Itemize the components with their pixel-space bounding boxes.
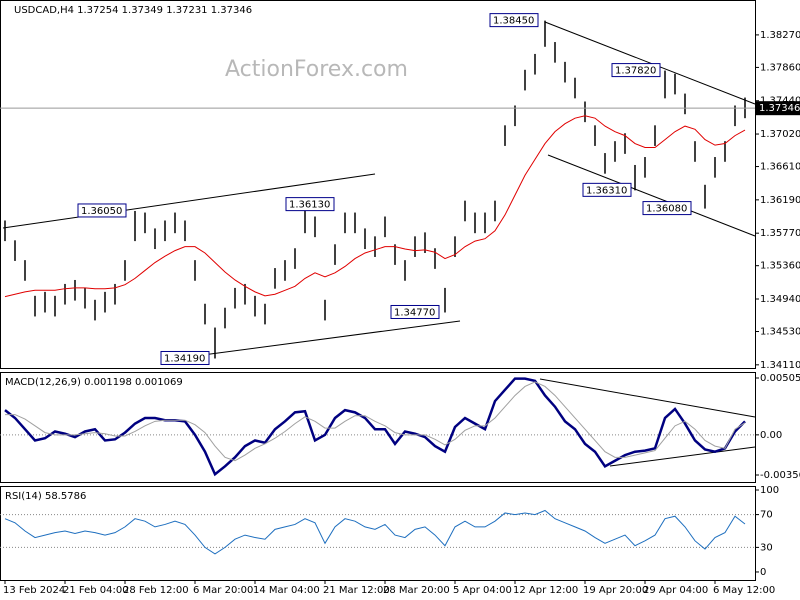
y-tick-label: -0.003569 — [760, 470, 800, 481]
x-tick-label: 12 Apr 12:00 — [513, 585, 578, 596]
y-tick-label: 1.34530 — [760, 327, 800, 338]
y-tick-label: 0.00 — [760, 430, 782, 441]
trend-line — [539, 378, 756, 418]
y-tick-label: 1.34940 — [760, 294, 800, 305]
annotation-box — [77, 203, 127, 218]
y-tick-label: 70 — [760, 510, 773, 521]
annotation-label: 1.36080 — [646, 204, 687, 215]
y-tick-label: 0.005054 — [760, 373, 800, 384]
annotation-box — [611, 63, 661, 78]
x-tick-label: 14 Mar 04:00 — [253, 585, 320, 596]
annotation-box — [642, 201, 692, 216]
x-tick-label: 29 Apr 04:00 — [643, 585, 708, 596]
annotation-box — [390, 304, 440, 319]
last-price-box — [756, 101, 800, 116]
annotation-box — [160, 350, 210, 365]
annotation-label: 1.38450 — [493, 16, 534, 27]
y-tick-label: 1.36610 — [760, 162, 800, 173]
indicator-line — [4, 509, 746, 555]
x-tick-label: 28 Feb 12:00 — [123, 585, 189, 596]
trend-line — [164, 320, 461, 361]
y-tick-label: 1.37860 — [760, 62, 800, 73]
x-tick-label: 6 May 12:00 — [713, 585, 775, 596]
x-tick-label: 21 Mar 12:00 — [323, 585, 390, 596]
y-tick-label: 1.37020 — [760, 129, 800, 140]
indicator-line — [5, 381, 746, 462]
x-tick-label: 5 Apr 04:00 — [453, 585, 512, 596]
x-tick-label: 13 Feb 2024 — [3, 585, 65, 596]
annotation-label: 1.36310 — [586, 185, 627, 196]
panel-frame — [0, 0, 756, 369]
panel-title: MACD(12,26,9) 0.001198 0.001069 — [5, 377, 183, 388]
trend-line — [547, 154, 756, 237]
y-tick-label: 1.36190 — [760, 195, 800, 206]
y-tick-label: 1.35770 — [760, 228, 800, 239]
panel-frame — [0, 372, 756, 483]
y-tick-label: 1.34110 — [760, 360, 800, 371]
y-tick-label: 0 — [760, 567, 766, 578]
panel-frame — [0, 486, 756, 581]
panel-title: USDCAD,H4 1.37254 1.37349 1.37231 1.3734… — [14, 5, 252, 16]
y-tick-label: 1.38270 — [760, 30, 800, 41]
annotation-label: 1.34190 — [164, 353, 205, 364]
annotation-box — [285, 197, 335, 212]
annotation-label: 1.36130 — [289, 200, 330, 211]
trend-lines — [2, 21, 756, 467]
annotation-box — [489, 13, 539, 28]
annotation-label: 1.36050 — [81, 206, 122, 217]
annotation-label: 1.34770 — [394, 307, 435, 318]
y-tick-label: 100 — [760, 485, 779, 496]
x-tick-label: 6 Mar 20:00 — [193, 585, 253, 596]
x-tick-label: 21 Feb 04:00 — [63, 585, 129, 596]
watermark: ActionForex.com — [225, 57, 408, 82]
last-price-label: 1.37346 — [759, 103, 800, 114]
panel-title: RSI(14) 58.5786 — [5, 491, 86, 502]
moving-average — [4, 115, 746, 298]
x-tick-label: 19 Apr 20:00 — [583, 585, 648, 596]
trend-line — [2, 173, 376, 229]
trend-line — [609, 446, 756, 467]
trend-line — [544, 21, 756, 105]
annotation-label: 1.37820 — [615, 66, 656, 77]
x-tick-label: 28 Mar 20:00 — [383, 585, 450, 596]
y-tick-label: 30 — [760, 542, 773, 553]
annotation-box — [582, 182, 632, 197]
y-tick-label: 1.35360 — [760, 261, 800, 272]
